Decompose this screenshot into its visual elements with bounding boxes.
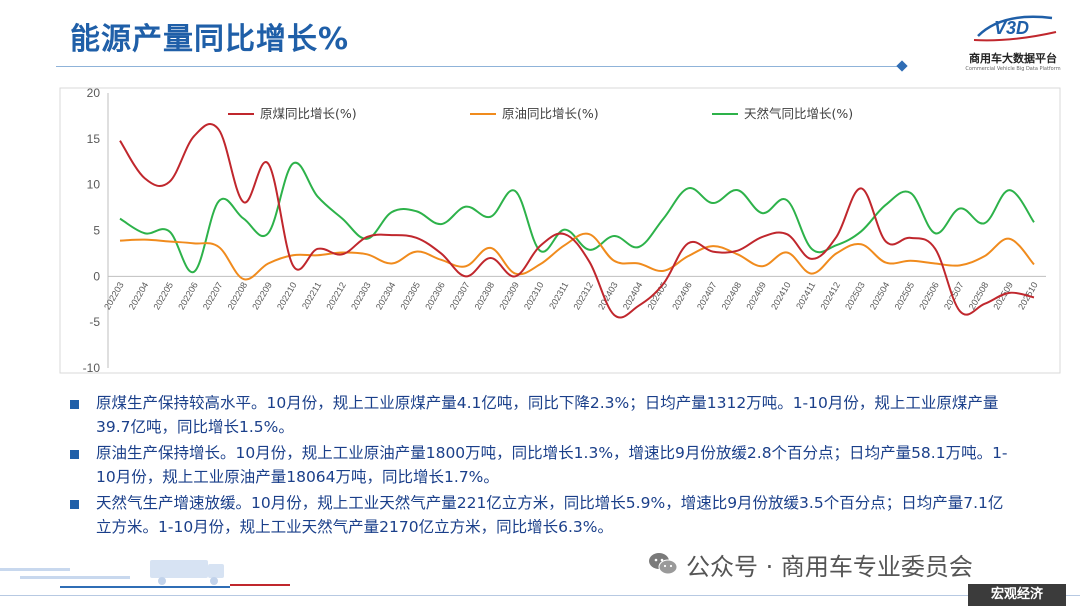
bullet-square-icon xyxy=(70,450,79,459)
x-tick-label: 202304 xyxy=(374,280,398,311)
x-tick-label: 202408 xyxy=(720,280,744,311)
x-tick-label: 202404 xyxy=(621,280,645,311)
v3d-logo-icon: V3D xyxy=(973,15,1057,42)
x-tick-label: 202204 xyxy=(127,280,151,311)
title-underline xyxy=(56,66,902,67)
wechat-icon xyxy=(649,553,678,575)
x-tick-label: 202309 xyxy=(497,280,521,311)
bullet-list: 原煤生产保持较高水平。10月份，规上工业原煤产量4.1亿吨，同比下降2.3%；日… xyxy=(70,392,1010,542)
y-tick-label: 0 xyxy=(93,269,100,283)
bullet-oil: 原油生产保持增长。10月份，规上工业原油产量1800万吨，同比增长1.3%，增速… xyxy=(70,442,1010,489)
x-tick-label: 202303 xyxy=(349,280,373,311)
bullet-text: 天然气生产增速放缓。10月份，规上工业天然气产量221亿立方米，同比增长5.9%… xyxy=(96,494,1004,536)
wechat-account-label: 公众号 · 商用车专业委员会 xyxy=(686,552,973,581)
x-tick-label: 202412 xyxy=(818,280,842,311)
chart-legend: 原煤同比增长(%) 原油同比增长(%) 天然气同比增长(%) xyxy=(228,106,853,121)
legend-label: 天然气同比增长(%) xyxy=(744,106,853,121)
x-tick-label: 202203 xyxy=(102,280,126,311)
series-line-2 xyxy=(119,161,1035,273)
y-tick-label: 5 xyxy=(93,224,100,238)
x-tick-label: 202503 xyxy=(843,280,867,311)
chart-plot-frame xyxy=(59,87,1061,374)
title-underline-diamond xyxy=(896,60,908,72)
x-tick-label: 202310 xyxy=(522,280,546,311)
logo-name-en: Commercial Vehicle Big Data Platform xyxy=(965,66,1061,72)
wechat-account: 公众号 · 商用车专业委员会 xyxy=(648,548,973,581)
x-tick-label: 202212 xyxy=(324,280,348,311)
logo-name-cn: 商用车大数据平台 xyxy=(969,52,1057,65)
x-tick-label: 202307 xyxy=(448,280,472,311)
x-tick-label: 202210 xyxy=(275,280,299,311)
x-tick-label: 202211 xyxy=(300,280,323,310)
bullet-gas: 天然气生产增速放缓。10月份，规上工业天然气产量221亿立方米，同比增长5.9%… xyxy=(70,492,1010,539)
truck-decoration-icon xyxy=(0,560,290,588)
x-tick-label: 202308 xyxy=(473,280,497,311)
x-axis: 202203 202204 202205 202206 202207 202208 2022… xyxy=(102,275,1046,311)
x-tick-label: 202409 xyxy=(744,280,768,311)
y-tick-label: -10 xyxy=(83,361,101,375)
x-tick-label: 202312 xyxy=(571,280,595,311)
category-tag: 宏观经济 xyxy=(968,584,1066,606)
x-tick-label: 202506 xyxy=(917,280,941,311)
x-tick-label: 202209 xyxy=(250,280,274,311)
x-tick-label: 202306 xyxy=(423,280,447,311)
y-tick-label: 10 xyxy=(87,178,101,192)
footer-divider xyxy=(0,595,1080,596)
bullet-square-icon xyxy=(70,400,79,409)
x-tick-label: 202205 xyxy=(151,280,175,311)
x-tick-label: 202509 xyxy=(991,280,1015,311)
series-line-1 xyxy=(119,232,1035,281)
x-tick-label: 202206 xyxy=(176,280,200,311)
y-axis: -10 -5 0 5 10 15 20 xyxy=(83,86,109,375)
y-tick-label: 15 xyxy=(87,132,101,146)
x-tick-label: 202411 xyxy=(794,280,817,310)
x-tick-label: 202311 xyxy=(547,280,570,310)
series-layer xyxy=(119,123,1035,319)
x-tick-label: 202407 xyxy=(695,280,719,311)
brand-logo: V3D 商用车大数据平台 Commercial Vehicle Big Data… xyxy=(958,10,1068,72)
x-tick-label: 202410 xyxy=(769,280,793,311)
logo-mark-text: V3D xyxy=(994,18,1029,38)
y-tick-label: -5 xyxy=(89,315,100,329)
x-tick-label: 202207 xyxy=(201,280,225,311)
x-tick-label: 202305 xyxy=(398,280,422,311)
y-tick-label: 20 xyxy=(87,86,101,100)
x-tick-label: 202507 xyxy=(942,280,966,311)
bullet-square-icon xyxy=(70,500,79,509)
bullet-text: 原煤生产保持较高水平。10月份，规上工业原煤产量4.1亿吨，同比下降2.3%；日… xyxy=(96,394,999,436)
series-line-0 xyxy=(119,123,1035,319)
x-tick-label: 202406 xyxy=(670,280,694,311)
x-tick-label: 202208 xyxy=(226,280,250,311)
bullet-coal: 原煤生产保持较高水平。10月份，规上工业原煤产量4.1亿吨，同比下降2.3%；日… xyxy=(70,392,1010,439)
page-title: 能源产量同比增长% xyxy=(70,22,350,57)
legend-label: 原油同比增长(%) xyxy=(502,106,599,121)
x-tick-label: 202405 xyxy=(646,280,670,311)
x-tick-label: 202505 xyxy=(893,280,917,311)
bullet-text: 原油生产保持增长。10月份，规上工业原油产量1800万吨，同比增长1.3%，增速… xyxy=(96,444,1008,486)
x-tick-label: 202504 xyxy=(868,280,892,311)
legend-label: 原煤同比增长(%) xyxy=(260,106,357,121)
